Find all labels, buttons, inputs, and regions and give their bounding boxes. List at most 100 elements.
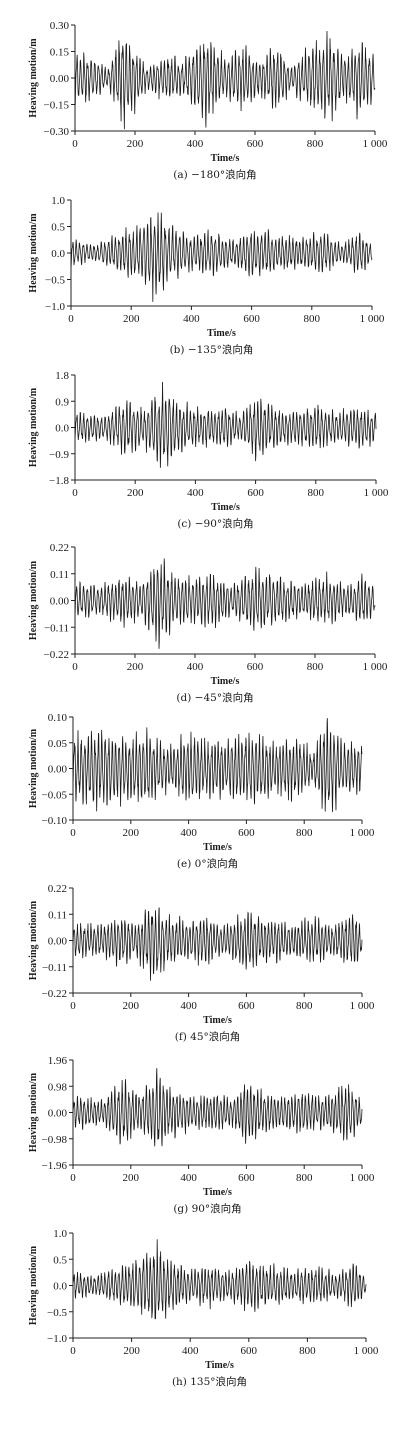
x-tick-label-a-2: 400 xyxy=(187,138,204,150)
y-tick-label-c-2: 0.0 xyxy=(55,423,69,435)
chart-panel-b: −1.0 −0.5 0.0 0.5 1.0 0 200 400 600 800 1 000 Time/… xyxy=(28,195,385,356)
y-tick-label-a-3: 0.15 xyxy=(50,47,70,59)
chart-panel-d: −0.22 −0.11 0.00 0.11 0.22 0 200 400 600 800 1 000… xyxy=(28,542,388,704)
y-tick-label-d-0: −0.22 xyxy=(44,649,69,661)
x-axis-label-c: Time/s xyxy=(211,502,240,513)
series-line-e xyxy=(72,718,363,813)
series-line-d xyxy=(74,558,376,649)
y-tick-label-a-0: −0.30 xyxy=(44,126,70,138)
x-tick-label-h-4: 800 xyxy=(299,1345,316,1357)
chart-panel-g: −1.96 −0.98 0.00 0.98 1.96 0 200 400 600 800 1 000… xyxy=(28,1055,375,1215)
x-tick-label-g-4: 800 xyxy=(296,1172,313,1184)
x-tick-label-d-4: 800 xyxy=(307,661,324,673)
axes-f xyxy=(72,888,362,994)
y-tick-label-c-3: 0.9 xyxy=(55,396,69,408)
x-tick-label-d-0: 0 xyxy=(72,661,78,673)
series-line-a xyxy=(74,30,376,130)
x-tick-label-d-5: 1 000 xyxy=(363,661,388,673)
y-tick-label-d-3: 0.11 xyxy=(50,569,69,581)
x-tick-label-g-1: 200 xyxy=(123,1172,140,1184)
y-tick-label-b-1: −0.5 xyxy=(45,275,65,287)
y-tick-label-h-2: 0.0 xyxy=(53,1281,67,1293)
y-tick-label-e-4: 0.10 xyxy=(48,712,68,724)
x-tick-label-c-0: 0 xyxy=(72,487,78,499)
x-tick-label-e-5: 1 000 xyxy=(350,827,375,839)
y-tick-label-g-0: −1.96 xyxy=(42,1160,68,1172)
y-axis-label-f: Heaving motion/m xyxy=(28,900,39,980)
x-tick-label-c-5: 1 000 xyxy=(364,487,389,499)
x-tick-label-a-4: 800 xyxy=(307,138,324,150)
x-axis-label-b: Time/s xyxy=(207,328,236,339)
axes-g xyxy=(72,1060,362,1166)
series-line-b xyxy=(70,212,373,302)
y-tick-label-g-3: 0.98 xyxy=(48,1081,68,1093)
y-tick-label-h-3: 0.5 xyxy=(53,1254,67,1266)
x-tick-label-h-3: 600 xyxy=(241,1345,258,1357)
x-tick-label-e-2: 400 xyxy=(180,827,197,839)
y-tick-label-b-0: −1.0 xyxy=(45,301,65,313)
y-tick-label-c-4: 1.8 xyxy=(55,370,69,382)
panel-caption-c: (c) −90°浪向角 xyxy=(177,517,253,530)
x-tick-label-f-3: 600 xyxy=(238,1000,255,1012)
x-tick-label-b-2: 400 xyxy=(183,313,200,325)
y-tick-label-a-2: 0.00 xyxy=(50,73,70,85)
panel-caption-g: (g) 90°浪向角 xyxy=(173,1202,241,1215)
x-axis-label-d: Time/s xyxy=(211,676,240,687)
x-tick-label-c-4: 800 xyxy=(308,487,325,499)
y-tick-label-e-0: −0.10 xyxy=(42,815,68,827)
x-tick-label-h-1: 200 xyxy=(123,1345,140,1357)
x-axis-label-h: Time/s xyxy=(205,1360,234,1371)
x-tick-label-f-2: 400 xyxy=(180,1000,197,1012)
y-axis-label-a: Heaving motion/m xyxy=(28,38,39,118)
panel-caption-b: (b) −135°浪向角 xyxy=(170,343,254,356)
y-tick-label-c-0: −1.8 xyxy=(49,475,69,487)
x-tick-label-g-5: 1 000 xyxy=(350,1172,375,1184)
chart-panel-c: −1.8 −0.9 0.0 0.9 1.8 0 200 400 600 800 1 000 Time/… xyxy=(28,370,389,530)
y-tick-label-e-3: 0.05 xyxy=(48,738,68,750)
x-axis-label-e: Time/s xyxy=(203,842,232,853)
series-line-c xyxy=(74,381,377,468)
y-tick-label-g-1: −0.98 xyxy=(42,1134,68,1146)
y-tick-label-d-2: 0.00 xyxy=(50,596,70,608)
x-tick-label-a-1: 200 xyxy=(127,138,144,150)
x-tick-label-g-3: 600 xyxy=(238,1172,255,1184)
x-tick-label-e-1: 200 xyxy=(123,827,140,839)
x-tick-label-b-3: 600 xyxy=(243,313,260,325)
x-tick-label-b-0: 0 xyxy=(68,313,74,325)
panel-caption-a: (a) −180°浪向角 xyxy=(173,168,256,181)
x-tick-label-b-5: 1 000 xyxy=(360,313,385,325)
x-axis-label-f: Time/s xyxy=(203,1015,232,1026)
x-tick-label-a-3: 600 xyxy=(247,138,264,150)
y-tick-label-h-1: −0.5 xyxy=(47,1307,67,1319)
y-axis-label-g: Heaving motion/m xyxy=(28,1072,39,1152)
chart-panel-f: −0.22 −0.11 0.00 0.11 0.22 0 200 400 600 800 1 000… xyxy=(28,883,375,1043)
chart-panel-a: −0.30 −0.15 0.00 0.15 0.30 0 200 400 600 800 1 000… xyxy=(28,20,388,181)
y-tick-label-g-2: 0.00 xyxy=(48,1108,68,1120)
y-tick-label-e-2: 0.00 xyxy=(48,764,68,776)
x-tick-label-d-1: 200 xyxy=(127,661,144,673)
y-axis-label-e: Heaving motion/m xyxy=(28,728,39,808)
panel-caption-f: (f) 45°浪向角 xyxy=(175,1030,241,1043)
x-tick-label-h-0: 0 xyxy=(70,1345,76,1357)
x-tick-label-a-0: 0 xyxy=(72,138,78,150)
y-tick-label-b-4: 1.0 xyxy=(51,195,65,207)
y-tick-label-h-4: 1.0 xyxy=(53,1228,67,1240)
x-tick-label-h-2: 400 xyxy=(182,1345,199,1357)
panel-caption-h: (h) 135°浪向角 xyxy=(172,1375,247,1388)
x-tick-label-e-3: 600 xyxy=(238,827,255,839)
x-tick-label-g-0: 0 xyxy=(70,1172,76,1184)
x-tick-label-c-2: 400 xyxy=(187,487,204,499)
chart-panel-e: −0.10 −0.05 0.00 0.05 0.10 0 200 400 600 800 1 000… xyxy=(28,712,375,870)
x-axis-label-g: Time/s xyxy=(203,1187,232,1198)
x-tick-label-e-4: 800 xyxy=(296,827,313,839)
y-axis-label-c: Heaving motion/m xyxy=(28,387,39,467)
x-tick-label-h-5: 1 000 xyxy=(354,1345,379,1357)
y-axis-label-b: Heaving motion/m xyxy=(28,213,39,293)
y-tick-label-f-4: 0.22 xyxy=(48,883,67,895)
x-tick-label-f-1: 200 xyxy=(123,1000,140,1012)
x-tick-label-c-3: 600 xyxy=(247,487,264,499)
y-tick-label-a-1: −0.15 xyxy=(44,100,70,112)
y-tick-label-b-2: 0.0 xyxy=(51,248,65,260)
y-axis-label-d: Heaving motion/m xyxy=(28,560,39,640)
